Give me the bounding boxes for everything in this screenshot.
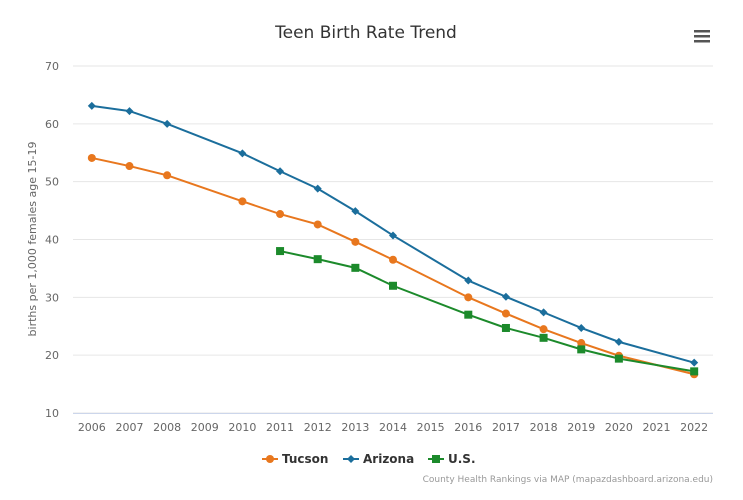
data-point-arizona[interactable] xyxy=(125,107,134,116)
x-tick-label: 2008 xyxy=(153,421,181,434)
x-tick-label: 2012 xyxy=(304,421,332,434)
x-tick-label: 2014 xyxy=(379,421,407,434)
x-tick-label: 2018 xyxy=(530,421,558,434)
y-tick-label: 10 xyxy=(45,407,59,420)
series-tucson xyxy=(87,153,699,379)
x-tick-label: 2006 xyxy=(78,421,106,434)
data-point-us[interactable] xyxy=(577,345,586,354)
data-point-arizona[interactable] xyxy=(238,149,247,158)
data-point-arizona[interactable] xyxy=(464,276,473,285)
x-tick-label: 2013 xyxy=(341,421,369,434)
legend-label: Tucson xyxy=(282,452,328,466)
data-point-tucson[interactable] xyxy=(125,162,134,171)
data-point-tucson[interactable] xyxy=(276,210,285,219)
data-point-arizona[interactable] xyxy=(276,167,285,176)
data-point-us[interactable] xyxy=(276,247,285,256)
legend-label: Arizona xyxy=(363,452,414,466)
series-arizona xyxy=(87,101,699,367)
series-line-us xyxy=(279,250,695,373)
series-line-arizona xyxy=(91,104,695,364)
legend-item-arizona[interactable]: Arizona xyxy=(343,452,414,466)
data-point-tucson[interactable] xyxy=(313,220,322,229)
y-tick-label: 60 xyxy=(45,118,59,131)
data-point-arizona[interactable] xyxy=(501,292,510,301)
data-point-arizona[interactable] xyxy=(539,308,548,317)
legend-marker xyxy=(347,455,355,463)
data-point-us[interactable] xyxy=(464,310,473,319)
legend-marker xyxy=(266,455,274,463)
chart-credit[interactable]: County Health Rankings via MAP (mapazdas… xyxy=(423,475,713,485)
data-point-arizona[interactable] xyxy=(690,358,699,367)
data-point-arizona[interactable] xyxy=(163,119,172,128)
y-axis-label: births per 1,000 females age 15-19 xyxy=(26,142,39,337)
data-point-arizona[interactable] xyxy=(577,323,586,332)
data-point-arizona[interactable] xyxy=(313,184,322,193)
x-tick-label: 2010 xyxy=(228,421,256,434)
data-point-us[interactable] xyxy=(690,367,699,376)
x-tick-label: 2019 xyxy=(567,421,595,434)
legend-item-tucson[interactable]: Tucson xyxy=(262,452,328,466)
data-point-tucson[interactable] xyxy=(238,197,247,206)
x-tick-label: 2021 xyxy=(643,421,671,434)
data-point-arizona[interactable] xyxy=(614,337,623,346)
x-tick-label: 2022 xyxy=(680,421,708,434)
data-point-tucson[interactable] xyxy=(163,171,172,180)
data-point-arizona[interactable] xyxy=(87,101,96,110)
data-point-tucson[interactable] xyxy=(501,309,510,318)
series-us xyxy=(276,247,699,376)
x-tick-label: 2016 xyxy=(454,421,482,434)
x-tick-label: 2017 xyxy=(492,421,520,434)
data-point-us[interactable] xyxy=(313,255,322,264)
data-point-arizona[interactable] xyxy=(351,207,360,216)
legend-label: U.S. xyxy=(448,452,476,466)
data-point-arizona[interactable] xyxy=(389,231,397,240)
data-point-us[interactable] xyxy=(501,323,510,332)
data-point-us[interactable] xyxy=(539,333,548,342)
legend-item-us[interactable]: U.S. xyxy=(428,452,476,466)
data-point-tucson[interactable] xyxy=(87,153,96,162)
data-point-tucson[interactable] xyxy=(539,325,548,334)
y-tick-label: 50 xyxy=(45,176,59,189)
data-point-tucson[interactable] xyxy=(577,339,586,348)
data-point-us[interactable] xyxy=(351,263,360,272)
data-point-tucson[interactable] xyxy=(389,255,397,264)
data-point-tucson[interactable] xyxy=(464,293,473,302)
y-tick-label: 20 xyxy=(45,349,59,362)
x-tick-label: 2011 xyxy=(266,421,294,434)
data-point-us[interactable] xyxy=(389,281,397,290)
hamburger-menu-icon[interactable] xyxy=(694,30,710,43)
x-tick-label: 2020 xyxy=(605,421,633,434)
series-line-tucson xyxy=(91,156,695,376)
y-tick-label: 40 xyxy=(45,234,59,247)
data-point-tucson[interactable] xyxy=(351,237,360,246)
y-tick-label: 70 xyxy=(45,60,59,73)
legend-marker xyxy=(432,455,440,463)
x-tick-label: 2009 xyxy=(191,421,219,434)
x-tick-label: 2007 xyxy=(115,421,143,434)
y-tick-label: 30 xyxy=(45,291,59,304)
chart-title: Teen Birth Rate Trend xyxy=(274,23,457,43)
data-point-us[interactable] xyxy=(614,354,623,363)
x-tick-label: 2015 xyxy=(417,421,445,434)
